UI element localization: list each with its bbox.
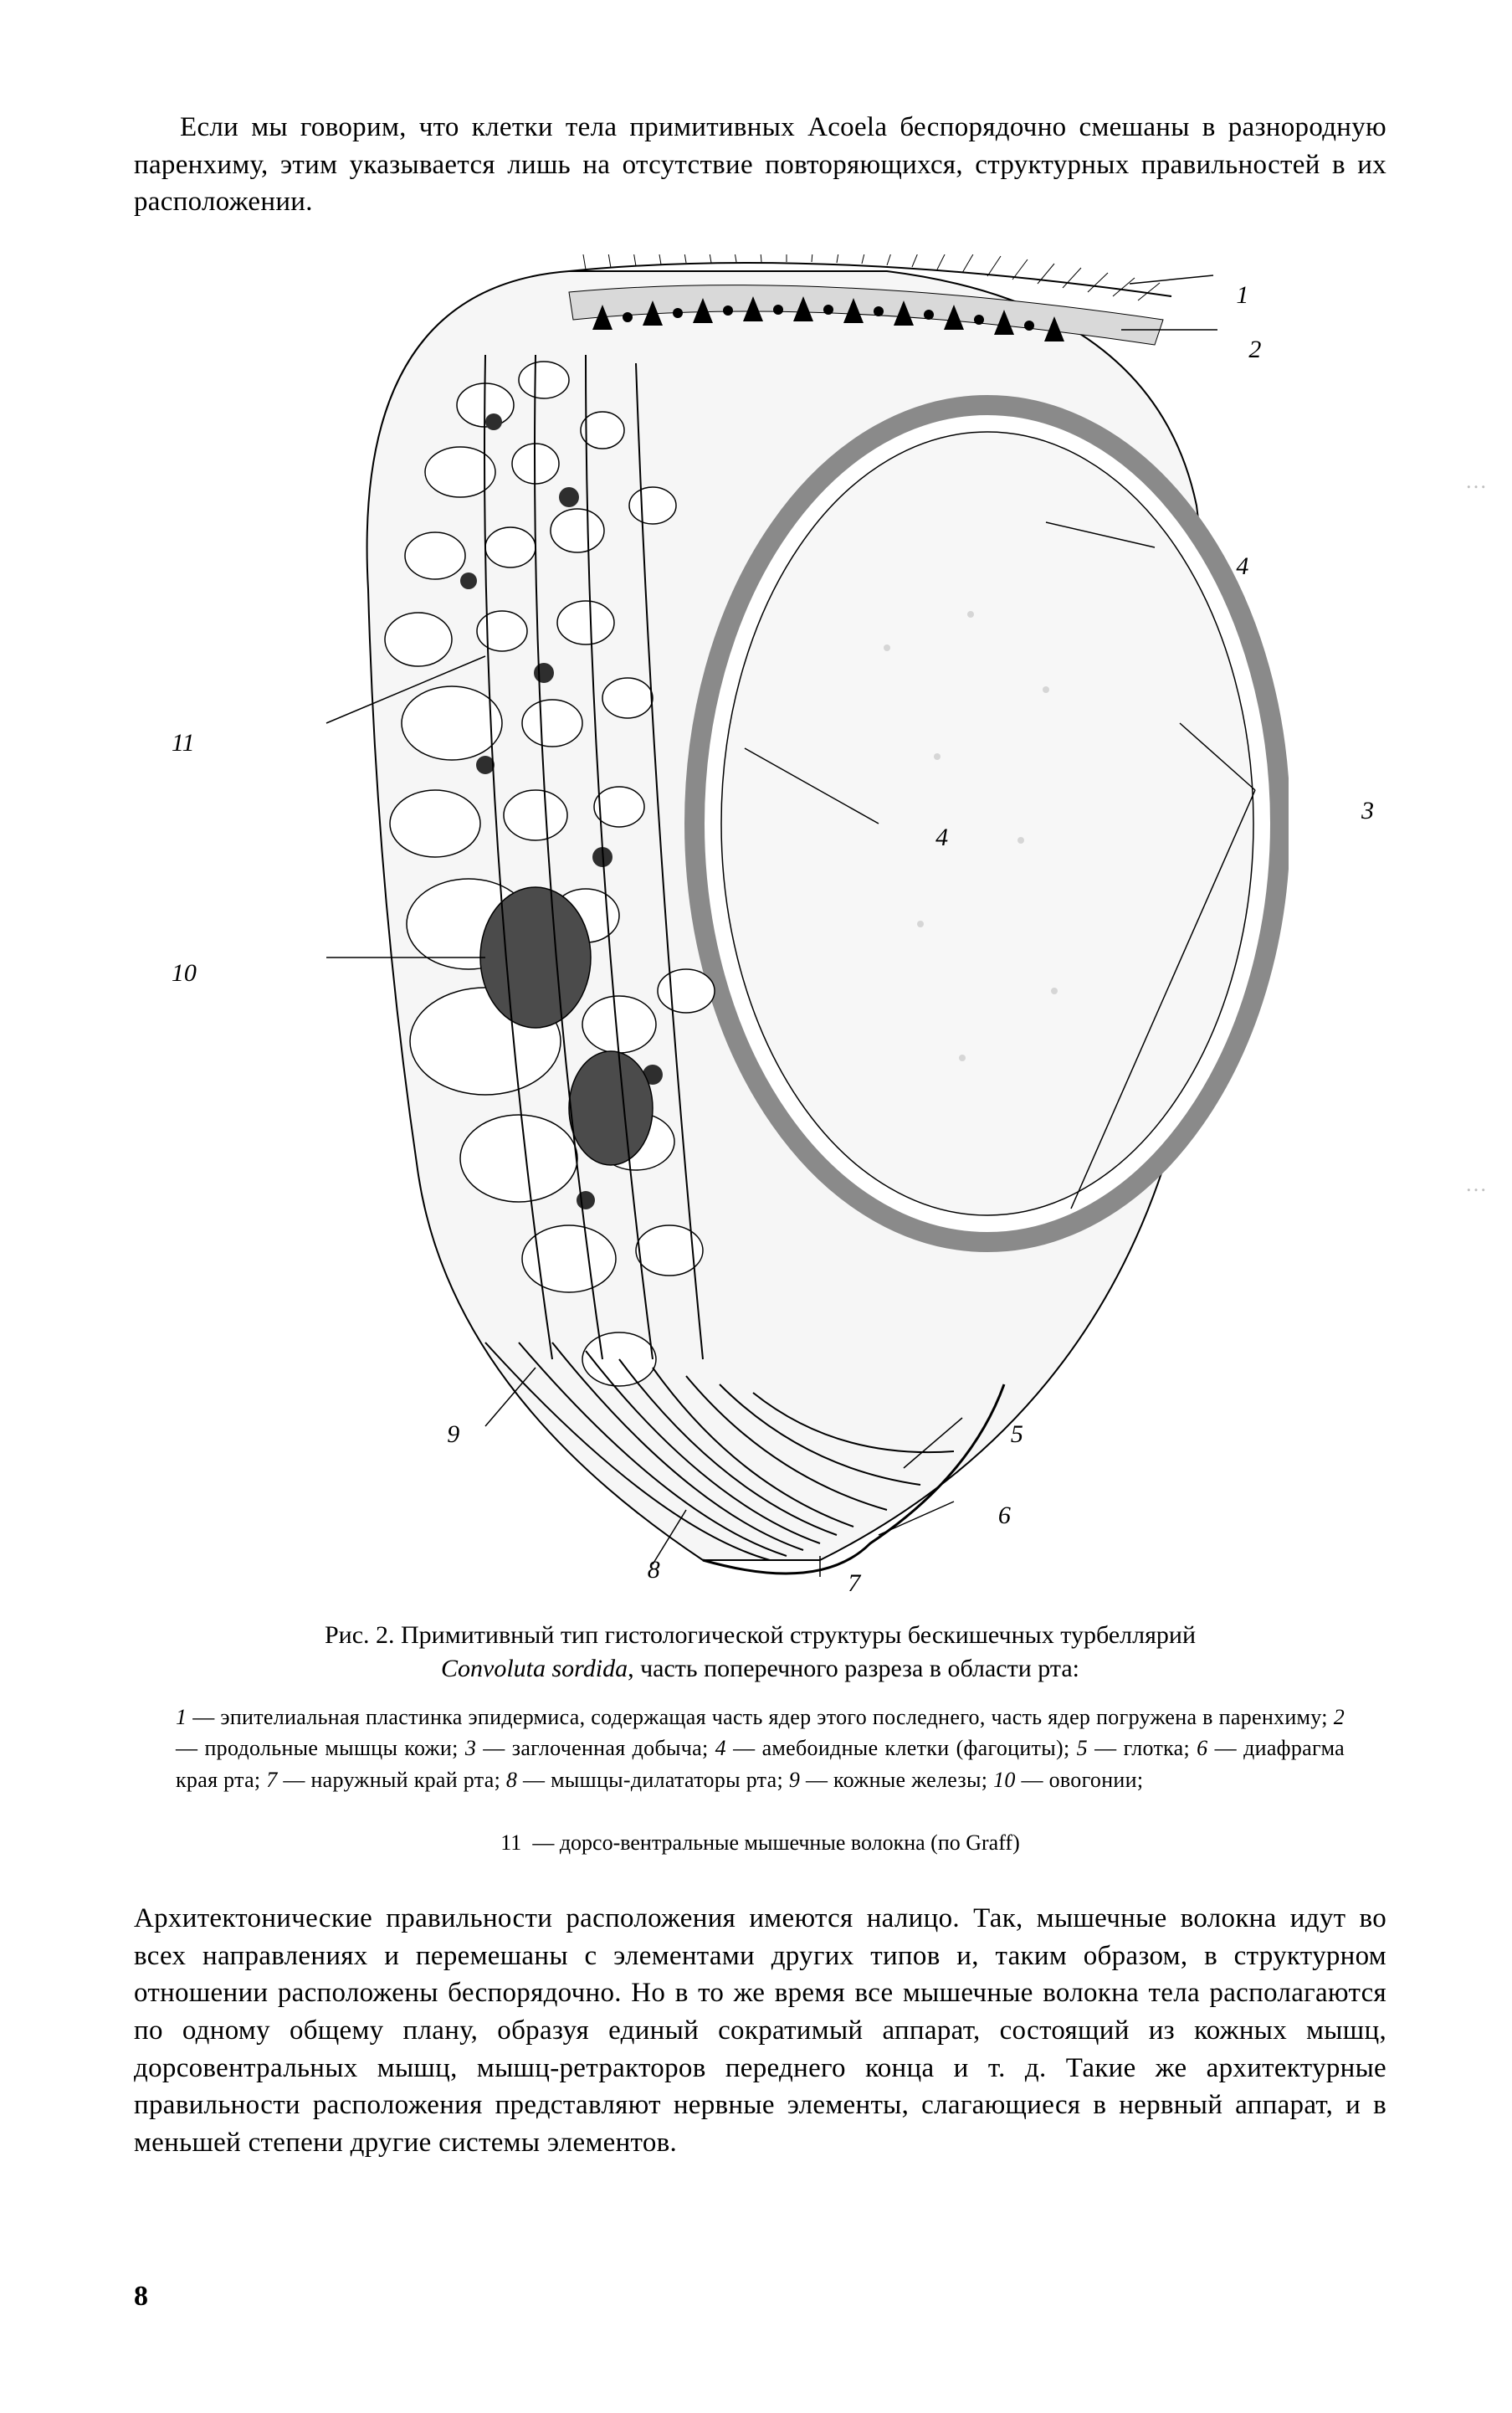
legend-num-8: 8 [506,1768,517,1792]
figure-frame: 12 3 4 4 5 6 7 8 9 10 11 [134,254,1386,1610]
figure-legend-last: 11 — дорсо-вентральные мышечные волокна … [176,1827,1345,1859]
legend-num-1: 1 [176,1705,187,1729]
figure-label-3: 3 [1361,797,1374,825]
scan-artifact: … [1465,469,1487,494]
legend-num-4: 4 [715,1736,726,1760]
figure-label-5: 5 [1011,1420,1023,1449]
figure-label-1: 1 [1236,281,1248,310]
legend-num-3: 3 [465,1736,476,1760]
legend-num-9: 9 [789,1768,800,1792]
figure-label-2: 2 [1248,336,1261,364]
figure-illustration [234,254,1289,1610]
legend-txt-1: эпителиальная пластинка эпидермиса, соде… [220,1705,1321,1729]
figure-label-10: 10 [172,959,197,988]
legend-txt-10: овогонии [1049,1768,1137,1792]
figure-label-11: 11 [172,729,195,757]
figure-number: Рис. 2. [325,1621,395,1649]
legend-num-2: 2 [1334,1705,1345,1729]
figure-2: 12344567891011 Рис. 2. Примитивный тип г… [134,254,1386,1859]
figure-label-9: 9 [447,1420,459,1449]
figure-caption-line1: Примитивный тип гистологической структур… [401,1621,1196,1649]
figure-legend: 1 — эпителиальная пластинка эпидермиса, … [176,1702,1345,1796]
page: Если мы говорим, что клетки тела примити… [0,0,1512,2413]
page-number: 8 [134,2281,148,2313]
legend-txt-5: глотка [1124,1736,1184,1760]
legend-num-6: 6 [1197,1736,1207,1760]
legend-txt-2: продольные мышцы кожи [204,1736,452,1760]
legend-txt-4: амебоидные клетки (фагоциты) [762,1736,1064,1760]
figure-label-8: 8 [648,1556,660,1584]
closing-paragraph: Архитектонические правильности расположе… [134,1900,1386,2161]
legend-num-10: 10 [993,1768,1016,1792]
legend-num-7: 7 [266,1768,277,1792]
figure-caption-tail: , часть поперечного разреза в области рт… [628,1655,1079,1682]
figure-label-4: 4 [935,824,948,852]
scan-artifact: … [1465,1172,1487,1197]
legend-txt-9: кожные железы [833,1768,982,1792]
figure-species: Convoluta sordida [441,1655,628,1682]
legend-txt-3: заглоченная добыча [512,1736,702,1760]
legend-num-11: 11 [500,1830,521,1855]
legend-txt-8: мышцы-дилататоры рта [551,1768,777,1792]
figure-caption: Рис. 2. Примитивный тип гистологической … [159,1619,1361,1687]
figure-label-7: 7 [848,1569,860,1598]
legend-txt-7: наружный край рта [310,1768,494,1792]
intro-paragraph: Если мы говорим, что клетки тела примити… [134,109,1386,221]
figure-label-4: 4 [1236,552,1248,581]
figure-label-6: 6 [998,1502,1011,1530]
legend-num-5: 5 [1077,1736,1088,1760]
legend-txt-11: дорсо-вентральные мышечные волокна (по G… [560,1830,1020,1855]
